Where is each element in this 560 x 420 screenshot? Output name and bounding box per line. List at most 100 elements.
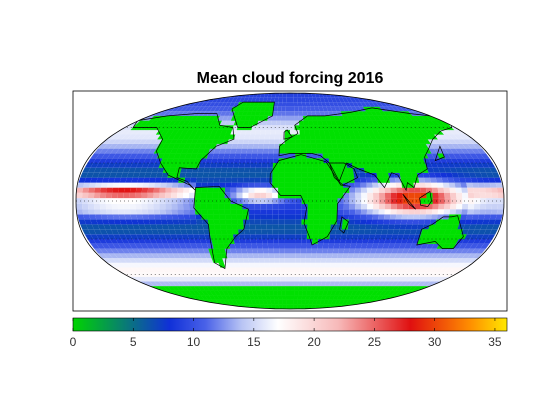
land-cell xyxy=(319,182,326,188)
ocean-cell xyxy=(358,276,365,282)
ocean-cell xyxy=(171,209,178,215)
ocean-cell xyxy=(348,276,356,282)
ocean-cell xyxy=(100,209,107,215)
ocean-cell xyxy=(260,267,266,273)
ocean-cell xyxy=(229,243,236,249)
ocean-cell xyxy=(389,276,398,282)
ocean-cell xyxy=(118,234,127,239)
ocean-cell xyxy=(324,262,331,268)
ocean-cell xyxy=(372,187,379,193)
ocean-cell xyxy=(164,258,173,263)
ocean-cell xyxy=(293,93,298,98)
ocean-cell xyxy=(386,248,394,254)
ocean-cell xyxy=(390,281,399,287)
ocean-cell xyxy=(242,198,249,204)
ocean-cell xyxy=(273,153,280,159)
ocean-cell xyxy=(442,139,452,144)
ocean-cell xyxy=(442,153,451,159)
ocean-cell xyxy=(384,182,391,188)
ocean-cell xyxy=(150,224,158,230)
ocean-cell xyxy=(472,253,482,259)
ocean-cell xyxy=(290,281,295,287)
ocean-cell xyxy=(82,209,90,215)
ocean-cell xyxy=(352,267,360,273)
ocean-cell xyxy=(431,187,439,193)
ocean-cell xyxy=(162,262,171,268)
ocean-cell xyxy=(163,229,171,235)
ocean-cell xyxy=(483,239,493,244)
ocean-cell xyxy=(250,163,257,168)
ocean-cell xyxy=(161,224,169,230)
ocean-cell xyxy=(131,177,139,183)
ocean-cell xyxy=(236,192,243,199)
ocean-cell xyxy=(100,182,108,188)
ocean-cell xyxy=(141,187,149,193)
land-cell xyxy=(324,224,331,230)
ocean-cell xyxy=(189,209,196,215)
ocean-cell xyxy=(171,182,179,188)
ocean-cell xyxy=(345,239,352,244)
land-cell xyxy=(318,177,326,183)
ocean-cell xyxy=(480,153,490,159)
ocean-cell xyxy=(349,262,357,268)
ocean-cell xyxy=(316,248,323,254)
ocean-cell xyxy=(266,187,273,193)
ocean-cell xyxy=(361,203,368,210)
ocean-cell xyxy=(159,198,166,204)
ocean-cell xyxy=(432,192,439,199)
ocean-cell xyxy=(391,198,397,204)
ocean-cell xyxy=(273,106,278,112)
ocean-cell xyxy=(208,172,215,178)
land-cell xyxy=(318,167,325,173)
ocean-cell xyxy=(250,158,257,163)
land-cell xyxy=(302,285,308,291)
ocean-cell xyxy=(453,153,462,159)
ocean-cell xyxy=(186,248,194,254)
ocean-cell xyxy=(263,143,270,149)
ocean-cell xyxy=(117,139,127,144)
ocean-cell xyxy=(93,158,102,163)
ocean-cell xyxy=(136,163,144,168)
ocean-cell xyxy=(367,239,375,244)
ocean-cell xyxy=(318,272,324,277)
ocean-cell xyxy=(267,243,274,249)
ocean-cell xyxy=(140,143,150,149)
ocean-cell xyxy=(160,219,168,225)
ocean-cell xyxy=(295,209,302,215)
ocean-cell xyxy=(196,177,203,183)
ocean-cell xyxy=(355,209,362,215)
ocean-cell xyxy=(404,253,413,259)
ocean-cell xyxy=(486,172,494,178)
ocean-cell xyxy=(186,167,193,173)
ocean-cell xyxy=(412,248,421,254)
ocean-cell xyxy=(243,172,250,178)
ocean-cell xyxy=(139,229,148,235)
ocean-cell xyxy=(402,248,410,254)
ocean-cell xyxy=(425,267,434,273)
ocean-cell xyxy=(147,209,155,215)
ocean-cell xyxy=(295,248,301,254)
ocean-cell xyxy=(146,153,154,159)
ocean-cell xyxy=(250,129,257,135)
land-cell xyxy=(286,304,291,309)
ocean-cell xyxy=(107,219,116,225)
ocean-cell xyxy=(374,272,382,277)
ocean-cell xyxy=(274,139,280,144)
ocean-cell xyxy=(201,276,209,282)
ocean-cell xyxy=(285,267,290,273)
ocean-cell xyxy=(260,192,267,199)
ocean-cell xyxy=(204,163,212,168)
land-cell xyxy=(313,129,320,135)
land-cell xyxy=(325,182,332,188)
ocean-cell xyxy=(243,276,250,282)
ocean-cell xyxy=(326,106,333,112)
ocean-cell xyxy=(115,172,123,178)
ocean-cell xyxy=(414,192,421,199)
ocean-cell xyxy=(231,281,238,287)
ocean-cell xyxy=(390,192,397,199)
land-cell xyxy=(307,177,314,183)
ocean-cell xyxy=(396,234,405,239)
ocean-cell xyxy=(77,214,85,220)
ocean-cell xyxy=(331,97,337,103)
ocean-cell xyxy=(339,262,346,268)
